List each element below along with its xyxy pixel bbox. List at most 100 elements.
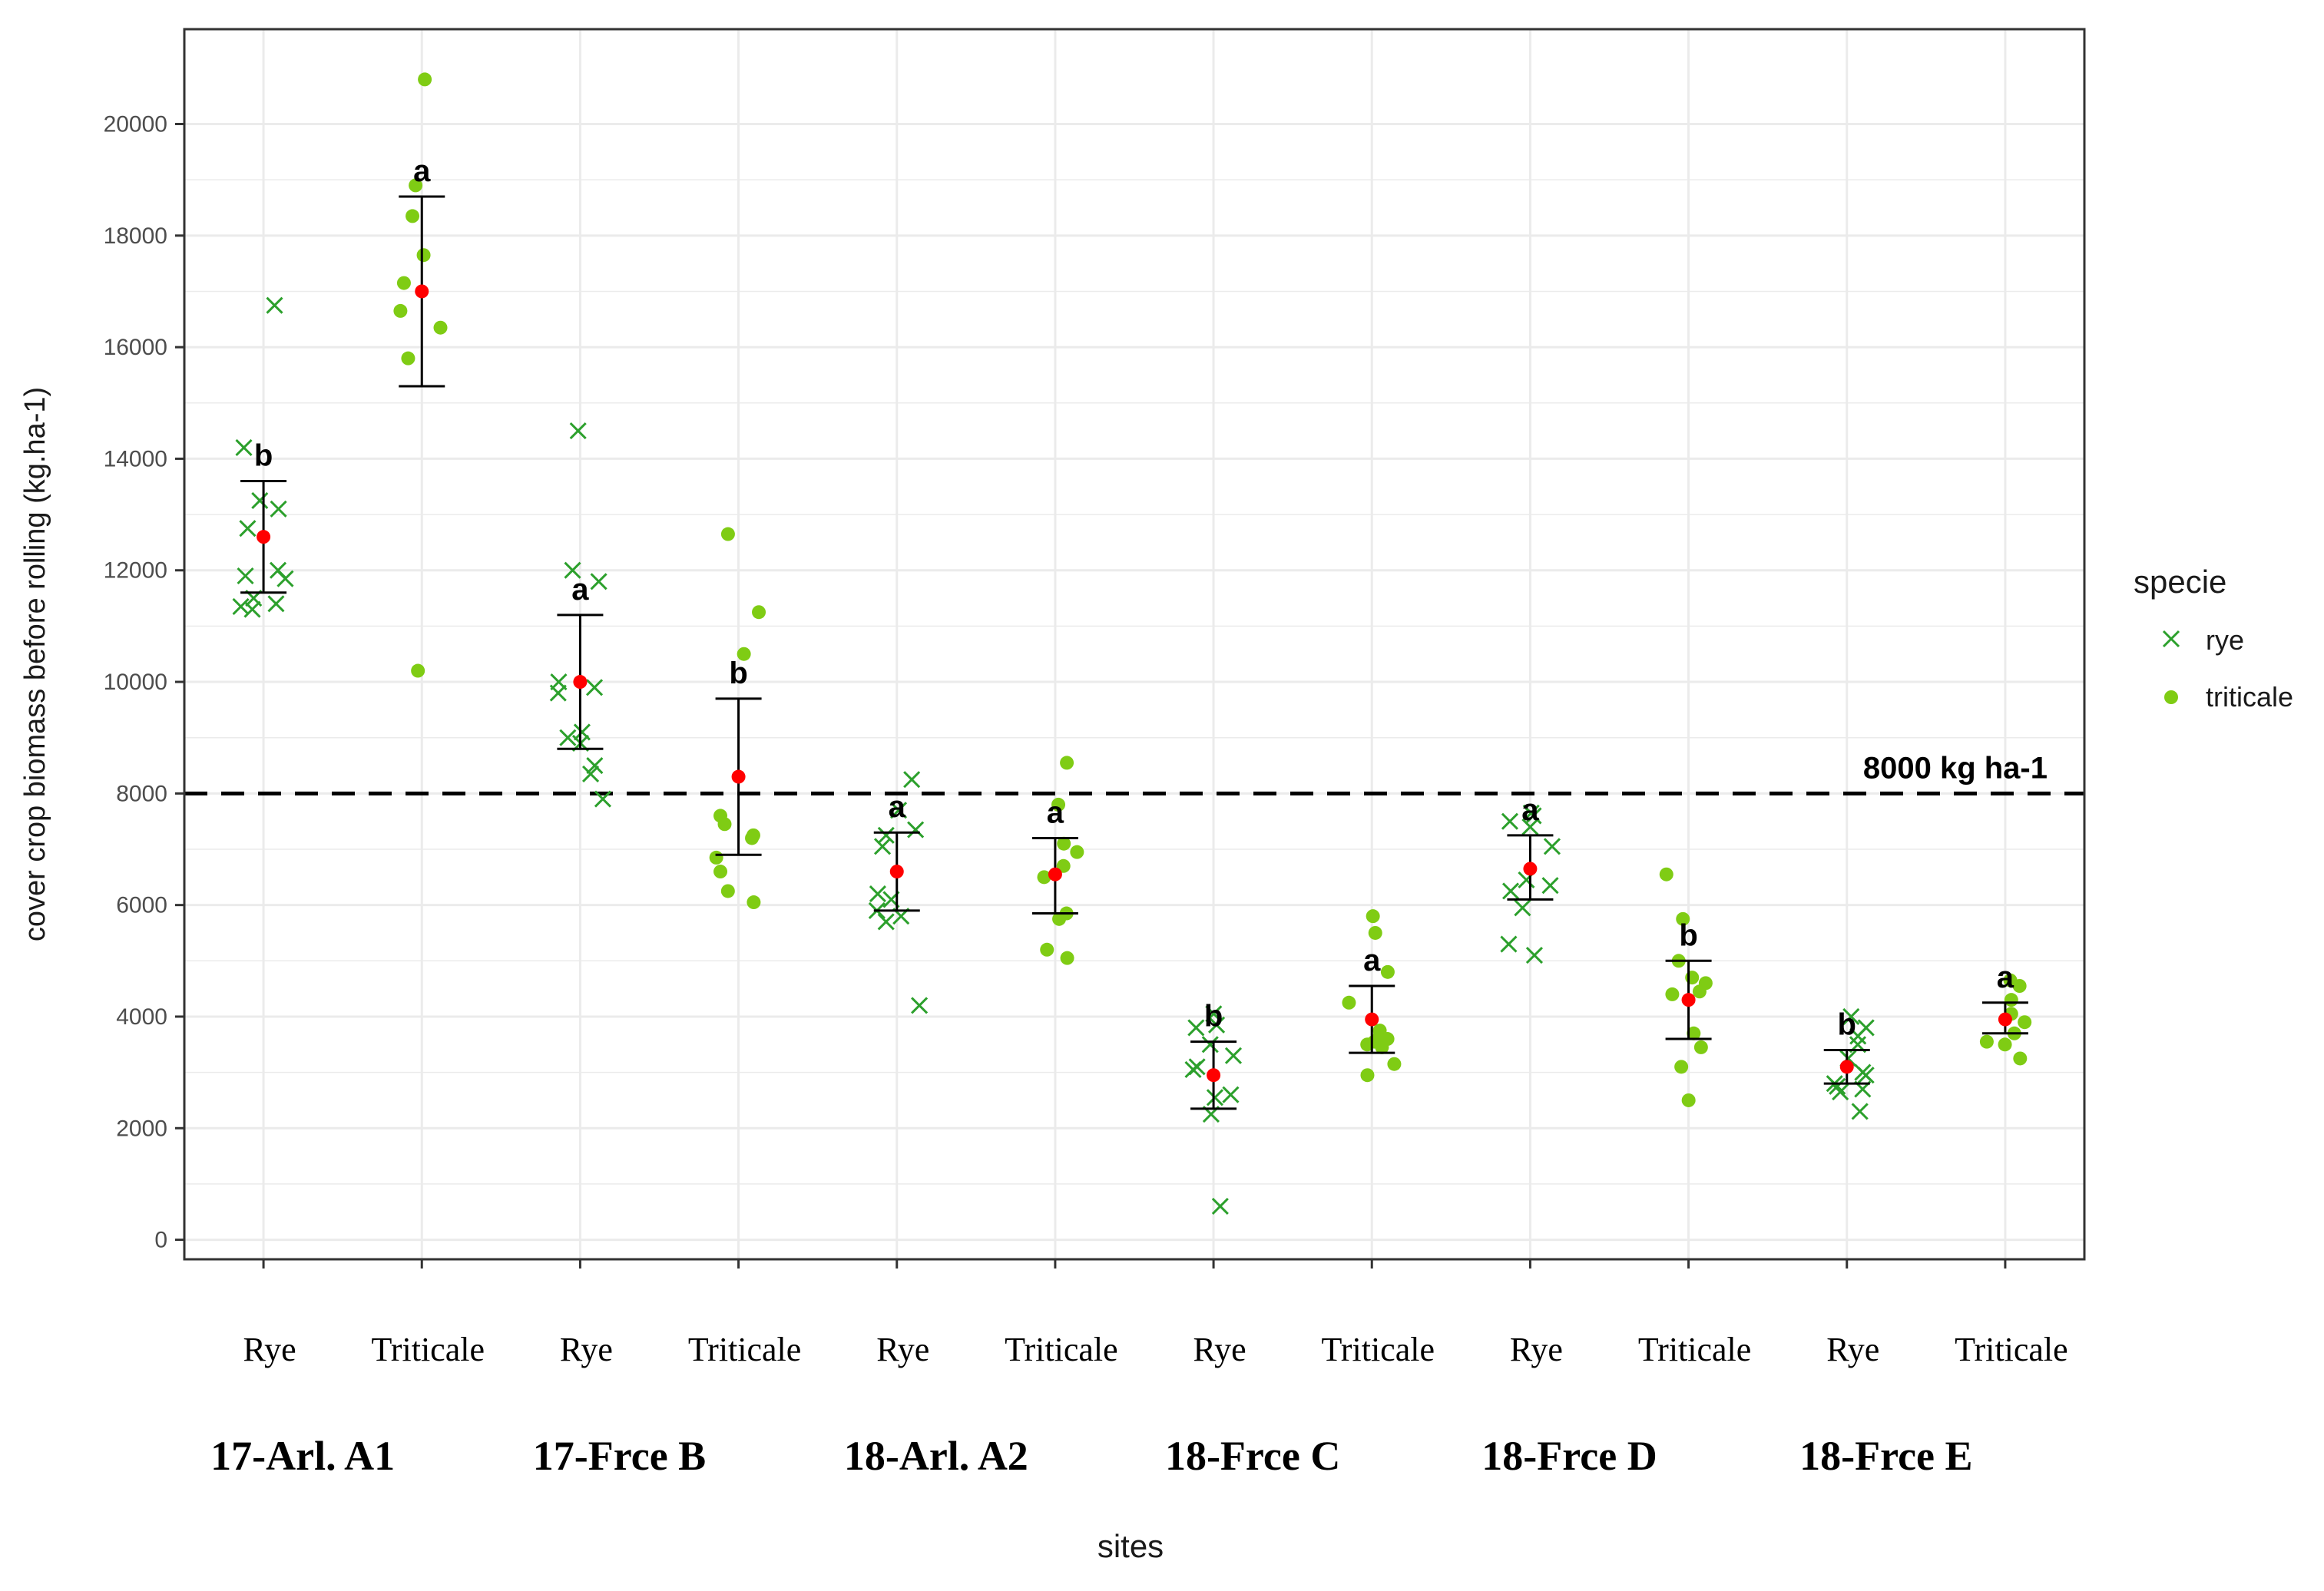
rye-point [1500,935,1518,953]
mean-points [257,284,2012,1083]
x-stroke [564,561,581,579]
mean-point [1365,1012,1379,1027]
legend-label-rye: rye [2206,624,2244,656]
x-stroke [1842,1007,1860,1026]
x-stroke [559,729,577,746]
x-stroke [266,296,283,314]
x-stroke [907,821,925,838]
mean-point [1523,862,1538,876]
rye-point [1501,812,1519,830]
rye-point [582,765,600,782]
rye-point [1501,882,1520,900]
triticale-point [747,895,761,910]
triticale-point [1342,995,1356,1010]
mean-point [1998,1012,2012,1027]
significance-letter: a [889,790,906,824]
x-stroke [903,771,921,789]
triticale-point [2004,993,2018,1007]
rye-point [276,570,294,587]
rye-point [1184,1060,1202,1079]
mean-point [1839,1060,1854,1074]
significance-letter: a [571,573,589,607]
rye-point [907,821,925,838]
triticale-point [1368,925,1382,940]
triticale-point [1659,867,1673,882]
rye-point [235,438,253,456]
significance-letter: b [1204,1000,1223,1034]
y-tick-label: 6000 [116,893,167,918]
rye-point [1208,1016,1226,1034]
rye-point [1205,1005,1223,1023]
y-axis: 0 2000 4000 6000 8000 10000 12000 14000 16000 180… [104,112,184,1253]
rye-point [1541,877,1559,895]
x-site-label: 18-Arl. A2 [844,1433,1028,1479]
significance-letter: b [254,438,273,472]
triticale-point [1051,797,1066,812]
rye-point [549,684,567,702]
x-axis: Rye Triticale Rye Triticale Rye Triticale Rye T… [210,1259,2068,1479]
rye-point [569,422,587,440]
x-site-label: 17-Arl. A1 [210,1433,395,1479]
rye-point [1832,1083,1849,1101]
rye-point [564,561,581,579]
x-site-label: 18-Frce C [1165,1433,1340,1479]
significance-letter: b [1838,1008,1856,1042]
gridlines [184,29,2084,1259]
x-stroke [1543,838,1561,855]
x-category-label: Triticale [1955,1331,2067,1368]
x-category-label: Rye [560,1331,613,1368]
x-stroke [1521,818,1539,835]
y-tick-label: 10000 [104,670,167,695]
x-stroke [869,885,886,903]
y-tick-label: 2000 [116,1116,167,1141]
reference-line-group: 8000 kg ha-1 [184,751,2084,796]
mean-point [415,284,429,299]
rye-point [559,729,577,746]
triticale-point [720,884,735,898]
x-category-label: Triticale [1638,1331,1751,1368]
triticale-point [720,527,735,541]
triticale-point [411,663,425,678]
y-tick-label: 14000 [104,446,167,471]
legend-rye-x [2162,630,2180,648]
rye-point [903,771,921,789]
x-stroke [1201,1036,1219,1054]
rye-point [266,296,283,314]
triticale-point [1070,845,1084,859]
x-stroke [590,573,607,590]
rye-point [239,520,257,538]
legend-label-triticale: triticale [2206,681,2293,713]
rye-point [1849,1027,1867,1045]
rye-point [877,826,895,844]
triticale-point [717,817,732,832]
triticale-point [1366,909,1380,924]
triticale-point [401,351,415,366]
triticale-point [1998,1037,2012,1052]
x-site-label: 18-Frce E [1799,1433,1972,1479]
x-category-label: Rye [876,1331,929,1368]
x-category-label: Rye [1193,1331,1246,1368]
y-tick-label: 0 [154,1228,167,1253]
y-tick-label: 12000 [104,558,167,584]
x-stroke [269,561,287,579]
rye-point [877,913,895,931]
x-stroke [237,567,254,585]
triticale-point [1375,1040,1389,1054]
triticale-point [1665,987,1680,1001]
triticale-point [2018,1015,2032,1030]
rye-point [1206,1089,1223,1106]
triticale-point [1681,1093,1696,1107]
triticale-point [2012,979,2027,993]
significance-letter: a [413,154,431,188]
triticale-point [1674,1060,1689,1074]
y-tick-label: 16000 [104,335,167,360]
panel-border [183,28,2086,1261]
x-category-label: Rye [1826,1331,1879,1368]
x-stroke [2162,630,2180,648]
triticale-point [1057,836,1071,851]
x-stroke [1501,812,1519,830]
x-category-label: Triticale [1005,1331,1117,1368]
rye-point [1525,807,1542,825]
rye-point [270,500,287,518]
x-category-label: Triticale [688,1331,801,1368]
